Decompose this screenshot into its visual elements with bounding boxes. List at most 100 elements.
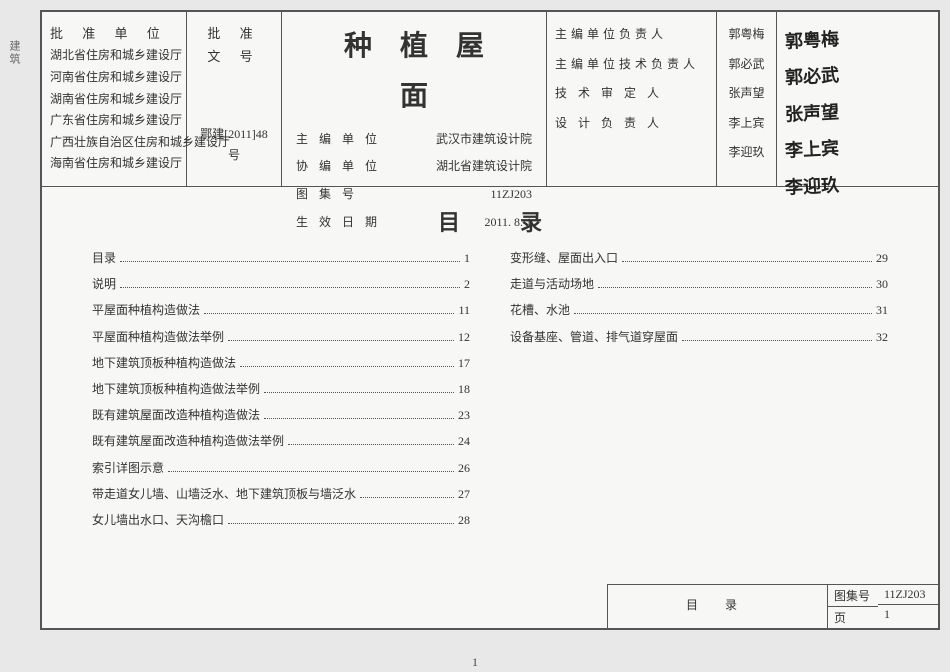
field-value: 武汉市建筑设计院 <box>436 129 532 151</box>
toc-entry-title: 设备基座、管道、排气道穿屋面 <box>510 328 678 347</box>
footer-page-value: 1 <box>878 605 938 624</box>
toc-entry-page: 11 <box>458 301 470 320</box>
field-label: 生 效 日 期 <box>296 212 381 234</box>
field-label: 主 编 单 位 <box>296 129 381 151</box>
field-value: 湖北省建筑设计院 <box>436 156 532 178</box>
toc-entry-title: 平屋面种植构造做法举例 <box>92 328 224 347</box>
names-col: 郭粤梅 郭必武 张声望 李上宾 李迎玖 <box>717 12 777 186</box>
docno-col: 批 准 文 号 鄂建[2011]48号 <box>187 12 282 186</box>
footer-block: 目 录 图集号 页 11ZJ203 1 <box>607 584 938 628</box>
toc-row: 既有建筑屋面改造种植构造做法举例24 <box>92 432 470 451</box>
approve-col: 批 准 单 位 湖北省住房和城乡建设厅 河南省住房和城乡建设厅 湖南省住房和城乡… <box>42 12 187 186</box>
toc-entry-page: 23 <box>458 406 470 425</box>
role-label: 主编单位技术负责人 <box>555 54 708 76</box>
toc-body: 目录1 说明 2 平屋面种植构造做法 11 平屋面种植构造做法举例 12 地下建筑顶板种植构造… <box>42 249 938 537</box>
footer-code-value: 11ZJ203 <box>878 585 938 605</box>
toc-entry-page: 28 <box>458 511 470 530</box>
toc-dots <box>228 340 454 341</box>
header-block: 批 准 单 位 湖北省住房和城乡建设厅 河南省住房和城乡建设厅 湖南省住房和城乡… <box>42 12 938 187</box>
toc-row: 既有建筑屋面改造种植构造做法 23 <box>92 406 470 425</box>
side-tab: 建筑 <box>6 40 22 66</box>
toc-entry-page: 31 <box>876 301 888 320</box>
footer-title: 目 录 <box>608 585 828 628</box>
document-frame: 批 准 单 位 湖北省住房和城乡建设厅 河南省住房和城乡建设厅 湖南省住房和城乡… <box>40 10 940 630</box>
toc-row: 女儿墙出水口、天沟檐口 28 <box>92 511 470 530</box>
toc-row: 花槽、水池 31 <box>510 301 888 320</box>
footer-page-label: 页 <box>828 607 878 628</box>
docno-label: 批 准 文 号 <box>195 22 273 69</box>
toc-row: 平屋面种植构造做法 11 <box>92 301 470 320</box>
main-col: 种植屋面 主 编 单 位武汉市建筑设计院 协 编 单 位湖北省建筑设计院 图 集… <box>282 12 547 186</box>
toc-dots <box>240 366 454 367</box>
toc-entry-page: 2 <box>464 275 470 294</box>
toc-dots <box>120 287 460 288</box>
toc-row: 地下建筑顶板种植构造做法举例 18 <box>92 380 470 399</box>
toc-entry-page: 29 <box>876 249 888 268</box>
roles-col: 主编单位负责人 主编单位技术负责人 技 术 审 定 人 设 计 负 责 人 <box>547 12 717 186</box>
toc-entry-page: 32 <box>876 328 888 347</box>
toc-row: 说明 2 <box>92 275 470 294</box>
toc-entry-title: 平屋面种植构造做法 <box>92 301 200 320</box>
field-label: 图 集 号 <box>296 184 358 206</box>
approve-unit: 湖南省住房和城乡建设厅 <box>50 89 178 111</box>
toc-entry-page: 18 <box>458 380 470 399</box>
toc-entry-title: 走道与活动场地 <box>510 275 594 294</box>
toc-entry-title: 地下建筑顶板种植构造做法举例 <box>92 380 260 399</box>
toc-dots <box>228 523 454 524</box>
signature: 郭粤梅 <box>784 18 930 58</box>
signature: 郭必武 <box>784 55 930 95</box>
toc-row: 地下建筑顶板种植构造做法17 <box>92 354 470 373</box>
toc-row: 变形缝、屋面出入口 29 <box>510 249 888 268</box>
approve-unit: 河南省住房和城乡建设厅 <box>50 67 178 89</box>
toc-right-col: 变形缝、屋面出入口 29 走道与活动场地 30 花槽、水池 31 设备基座、管道、排气道穿屋… <box>490 249 908 537</box>
field-value: 11ZJ203 <box>490 184 532 206</box>
signature: 张声望 <box>784 91 930 131</box>
person-name: 李迎玖 <box>725 142 768 164</box>
signature: 李上宾 <box>784 127 930 167</box>
toc-entry-page: 27 <box>458 485 470 504</box>
person-name: 郭必武 <box>725 54 768 76</box>
approve-list: 湖北省住房和城乡建设厅 河南省住房和城乡建设厅 湖南省住房和城乡建设厅 广东省住… <box>50 45 178 175</box>
toc-row: 目录1 <box>92 249 470 268</box>
approve-unit: 湖北省住房和城乡建设厅 <box>50 45 178 67</box>
toc-dots <box>264 392 454 393</box>
toc-entry-title: 带走道女儿墙、山墙泛水、地下建筑顶板与墙泛水 <box>92 485 356 504</box>
role-label: 主编单位负责人 <box>555 24 708 46</box>
document-title: 种植屋面 <box>290 22 538 123</box>
person-name: 李上宾 <box>725 113 768 135</box>
toc-entry-title: 花槽、水池 <box>510 301 570 320</box>
toc-row: 平屋面种植构造做法举例 12 <box>92 328 470 347</box>
toc-dots <box>168 471 454 472</box>
signature: 李迎玖 <box>784 164 930 204</box>
toc-entry-title: 变形缝、屋面出入口 <box>510 249 618 268</box>
toc-heading: 目录 <box>102 205 938 237</box>
toc-entry-page: 30 <box>876 275 888 294</box>
toc-entry-title: 既有建筑屋面改造种植构造做法 <box>92 406 260 425</box>
toc-entry-title: 女儿墙出水口、天沟檐口 <box>92 511 224 530</box>
toc-dots <box>204 313 454 314</box>
docno-value: 鄂建[2011]48号 <box>195 124 273 167</box>
person-name: 郭粤梅 <box>725 24 768 46</box>
toc-entry-title: 说明 <box>92 275 116 294</box>
toc-dots <box>360 497 454 498</box>
toc-left-col: 目录1 说明 2 平屋面种植构造做法 11 平屋面种植构造做法举例 12 地下建筑顶板种植构造… <box>72 249 490 537</box>
approve-unit: 广西壮族自治区住房和城乡建设厅 <box>50 132 178 154</box>
toc-dots <box>682 340 872 341</box>
toc-entry-title: 地下建筑顶板种植构造做法 <box>92 354 236 373</box>
toc-row: 走道与活动场地 30 <box>510 275 888 294</box>
toc-entry-title: 目录 <box>92 249 116 268</box>
role-label: 设 计 负 责 人 <box>555 113 708 135</box>
person-name: 张声望 <box>725 83 768 105</box>
toc-entry-page: 24 <box>458 432 470 451</box>
field-label: 协 编 单 位 <box>296 156 381 178</box>
toc-row: 带走道女儿墙、山墙泛水、地下建筑顶板与墙泛水 27 <box>92 485 470 504</box>
toc-entry-title: 索引详图示意 <box>92 459 164 478</box>
page-number: 1 <box>472 655 478 670</box>
approve-unit: 海南省住房和城乡建设厅 <box>50 153 178 175</box>
toc-dots <box>264 418 454 419</box>
toc-row: 索引详图示意 26 <box>92 459 470 478</box>
toc-entry-page: 12 <box>458 328 470 347</box>
signatures-col: 郭粤梅 郭必武 张声望 李上宾 李迎玖 <box>777 12 938 186</box>
toc-dots <box>120 261 460 262</box>
toc-entry-page: 26 <box>458 459 470 478</box>
